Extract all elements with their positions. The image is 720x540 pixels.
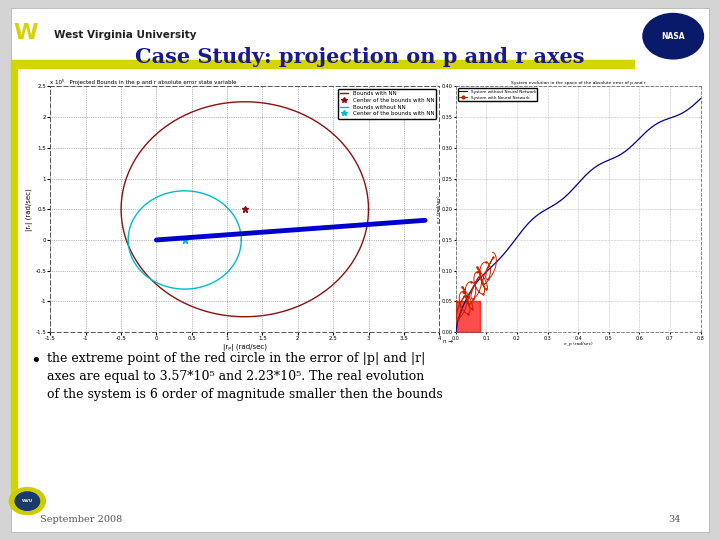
Bounds with NN <box>240 98 248 105</box>
Text: n →: n → <box>443 339 453 344</box>
Text: •: • <box>30 352 41 370</box>
System with Neural Network <box>475 269 484 276</box>
Bounds without NN <box>135 207 143 214</box>
System with Neural Network <box>488 255 497 262</box>
Text: Case Study: projection on p and r axes: Case Study: projection on p and r axes <box>135 46 585 67</box>
System without Neural Network <box>549 202 557 209</box>
Bounds with NN <box>141 142 150 149</box>
Bounds without NN <box>142 273 150 279</box>
System without Neural Network <box>451 329 460 335</box>
Text: axes are equal to 3.57*10⁵ and 2.23*10⁵. The real evolution: axes are equal to 3.57*10⁵ and 2.23*10⁵.… <box>47 370 424 383</box>
Bounds with NN <box>240 314 248 320</box>
Bounds without NN <box>171 285 180 292</box>
Text: West Virginia University: West Virginia University <box>54 30 197 40</box>
Bounds without NN <box>180 286 189 292</box>
Line: System without Neural Network: System without Neural Network <box>456 99 701 332</box>
System with Neural Network <box>474 269 482 275</box>
Bounds without NN <box>173 286 181 292</box>
Bounds without NN <box>180 187 189 194</box>
Title: System evolution in the space of the absolute error of p and r: System evolution in the space of the abs… <box>510 80 646 85</box>
Line: Bounds with NN: Bounds with NN <box>121 102 369 317</box>
System with Neural Network <box>451 298 460 305</box>
Text: WVU: WVU <box>22 499 33 503</box>
Text: September 2008: September 2008 <box>40 515 122 524</box>
Text: the extreme point of the red circle in the error of |p| and |r|: the extreme point of the red circle in t… <box>47 352 426 365</box>
Circle shape <box>643 14 703 59</box>
Line: System with Neural Network: System with Neural Network <box>453 252 497 324</box>
Text: NASA: NASA <box>662 32 685 40</box>
Bar <box>11 65 17 502</box>
Text: x 10⁵   Projected Bounds in the p and r absolute error state variable: x 10⁵ Projected Bounds in the p and r ab… <box>50 79 237 85</box>
System with Neural Network <box>469 273 478 280</box>
Line: Bounds without NN: Bounds without NN <box>128 191 241 289</box>
Circle shape <box>15 492 40 510</box>
Bounds with NN <box>330 132 339 139</box>
System without Neural Network <box>696 96 705 102</box>
System with Neural Network <box>453 298 462 305</box>
System without Neural Network <box>654 120 662 126</box>
Bounds with NN <box>157 285 166 292</box>
Bounds with NN <box>364 206 373 212</box>
Bounds with NN <box>364 206 373 212</box>
Y-axis label: e_r (rad/sec): e_r (rad/sec) <box>436 195 440 223</box>
Bar <box>11 60 634 68</box>
Bounds with NN <box>220 312 229 319</box>
System with Neural Network <box>450 320 459 327</box>
X-axis label: e_p (rad/sec): e_p (rad/sec) <box>564 342 593 346</box>
Text: 34: 34 <box>668 515 680 524</box>
Bounds without NN <box>237 237 246 243</box>
Bounds without NN <box>237 237 246 243</box>
System without Neural Network <box>590 165 598 172</box>
Bounds with NN <box>225 313 233 319</box>
System without Neural Network <box>580 174 588 180</box>
Bounds without NN <box>153 193 162 200</box>
Circle shape <box>9 488 45 515</box>
Text: of the system is 6 order of magnitude smaller then the bounds: of the system is 6 order of magnitude sm… <box>47 388 443 401</box>
Bounds without NN <box>222 203 230 210</box>
X-axis label: |rₚ| (rad/sec): |rₚ| (rad/sec) <box>222 344 267 351</box>
System with Neural Network <box>480 281 489 287</box>
Text: W: W <box>13 23 37 44</box>
System without Neural Network <box>621 148 629 155</box>
Y-axis label: |rᵣ| (rad/sec): |rᵣ| (rad/sec) <box>26 188 32 231</box>
Legend: System without Neural Network, System with Neural Network: System without Neural Network, System wi… <box>458 89 537 101</box>
Legend: Bounds with NN, Center of the bounds with NN, Bounds without NN, Center of the b: Bounds with NN, Center of the bounds wit… <box>338 89 436 119</box>
System without Neural Network <box>532 213 541 219</box>
Bounds with NN <box>182 111 191 118</box>
System with Neural Network <box>488 249 497 255</box>
